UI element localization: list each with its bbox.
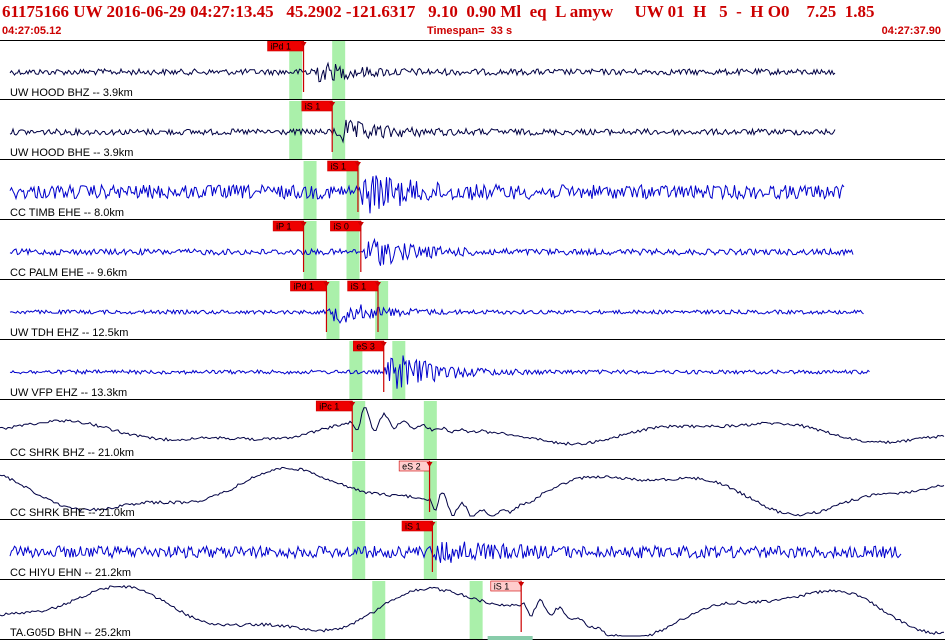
pick-triangle-icon (300, 42, 307, 47)
pick-triangle-icon (518, 582, 525, 587)
trace-row[interactable]: iS 1 CC TIMB EHE -- 8.0km (0, 160, 945, 220)
event-header: 61175166 UW 2016-06-29 04:27:13.45 45.29… (0, 0, 945, 40)
waveform-trace[interactable] (9, 304, 864, 324)
trace-row[interactable]: iS 1 UW HOOD BHE -- 3.9km (0, 100, 945, 160)
pick-triangle-icon (429, 522, 436, 527)
phase-pick-label: iS 1 (305, 102, 321, 112)
pick-triangle-icon (349, 402, 356, 407)
waveform-trace[interactable] (0, 407, 945, 446)
waveform-trace[interactable] (0, 585, 945, 637)
station-label: UW TDH EHZ -- 12.5km (10, 327, 128, 339)
pick-window-marker (423, 461, 437, 520)
phase-pick-label: iS 1 (494, 582, 510, 592)
station-label: UW VFP EHZ -- 13.3km (10, 387, 127, 399)
pick-window-marker (303, 161, 317, 220)
pick-window-marker (303, 221, 317, 280)
trace-row[interactable]: iP 1 iS 0 CC PALM EHE -- 9.6km (0, 220, 945, 280)
waveform-trace[interactable] (9, 61, 836, 83)
waveform-trace[interactable] (9, 355, 870, 389)
end-time-label: 04:27:37.90 (881, 25, 941, 37)
pick-triangle-icon (329, 102, 336, 107)
phase-pick-label: iS 1 (405, 522, 421, 532)
phase-pick-label: iS 0 (333, 222, 349, 232)
phase-pick-label: iPd 1 (271, 42, 292, 52)
start-time-label: 04:27:05.12 (2, 25, 62, 37)
pick-window-marker (352, 521, 366, 580)
station-label: UW HOOD BHZ -- 3.9km (10, 87, 133, 99)
pick-triangle-icon (354, 162, 361, 167)
trace-row[interactable]: iS 1 TA.G05D BHN -- 25.2km (0, 580, 945, 640)
phase-pick-label: iPc 1 (319, 402, 339, 412)
waveform-trace[interactable] (9, 541, 902, 563)
trace-row[interactable]: iPd 1 UW HOOD BHZ -- 3.9km (0, 40, 945, 100)
phase-pick-label: iPd 1 (293, 282, 314, 292)
seismogram-panel[interactable]: iPd 1 UW HOOD BHZ -- 3.9km iS 1 UW HOOD BHE… (0, 40, 945, 640)
pick-window-marker (346, 161, 360, 220)
phase-pick-label: eS 3 (356, 342, 375, 352)
trace-row[interactable]: eS 3 UW VFP EHZ -- 13.3km (0, 340, 945, 400)
pick-triangle-icon (375, 282, 381, 287)
trace-row[interactable]: iPc 1 CC SHRK BHZ -- 21.0km (0, 400, 945, 460)
phase-pick-label: iP 1 (276, 222, 291, 232)
timespan-label: Timespan= 33 s (427, 25, 513, 37)
pick-triangle-icon (380, 342, 387, 347)
trace-row[interactable]: iS 1 CC HIYU EHN -- 21.2km (0, 520, 945, 580)
waveform-trace[interactable] (9, 119, 836, 144)
station-label: CC SHRK BHE -- 21.0km (10, 507, 135, 519)
pick-window-marker (487, 636, 533, 640)
pick-triangle-icon (426, 462, 433, 467)
station-label: TA.G05D BHN -- 25.2km (10, 627, 131, 639)
pick-window-marker (326, 281, 340, 340)
pick-window-marker (332, 101, 346, 160)
waveform-trace[interactable] (9, 237, 854, 266)
station-label: CC SHRK BHZ -- 21.0km (10, 447, 134, 459)
phase-pick-label: iS 1 (351, 282, 367, 292)
pick-window-marker (423, 401, 437, 460)
pick-triangle-icon (357, 222, 364, 227)
station-label: CC TIMB EHE -- 8.0km (10, 207, 124, 219)
station-label: UW HOOD BHE -- 3.9km (10, 147, 133, 159)
pick-window-marker (469, 581, 483, 640)
pick-triangle-icon (323, 282, 330, 287)
station-label: CC PALM EHE -- 9.6km (10, 267, 127, 279)
waveform-trace[interactable] (9, 175, 845, 214)
station-label: CC HIYU EHN -- 21.2km (10, 567, 131, 579)
phase-pick-label: eS 2 (402, 462, 421, 472)
phase-pick-label: iS 1 (331, 162, 347, 172)
trace-row[interactable]: iPd 1 iS 1 UW TDH EHZ -- 12.5km (0, 280, 945, 340)
waveform-trace[interactable] (0, 466, 945, 517)
pick-window-marker (423, 521, 437, 580)
pick-triangle-icon (300, 222, 307, 227)
pick-window-marker (372, 581, 386, 640)
pick-window-marker (332, 41, 346, 100)
event-summary-title: 61175166 UW 2016-06-29 04:27:13.45 45.29… (2, 2, 875, 21)
trace-row[interactable]: eS 2 CC SHRK BHE -- 21.0km (0, 460, 945, 520)
pick-window-marker (352, 401, 366, 460)
